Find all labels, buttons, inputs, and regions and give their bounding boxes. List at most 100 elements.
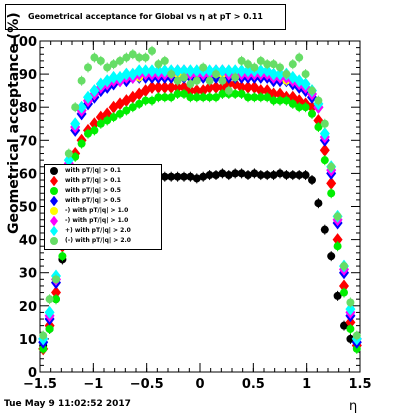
legend-entry: -) with pT/|q| > 1.0 bbox=[45, 206, 161, 216]
legend-marker bbox=[50, 176, 58, 186]
data-point bbox=[90, 126, 99, 135]
data-point bbox=[147, 80, 157, 94]
data-point bbox=[191, 84, 202, 98]
data-point bbox=[52, 295, 60, 304]
data-point bbox=[231, 169, 240, 178]
data-point bbox=[319, 143, 330, 157]
data-point bbox=[301, 70, 310, 79]
data-point bbox=[173, 172, 182, 181]
data-point bbox=[122, 106, 131, 115]
plot-title: Geometrical acceptance for Global vs η a… bbox=[5, 4, 286, 30]
data-point bbox=[205, 76, 214, 85]
data-point bbox=[308, 86, 316, 95]
data-point bbox=[199, 93, 208, 102]
data-point bbox=[314, 123, 323, 132]
data-point bbox=[269, 60, 278, 69]
data-point bbox=[122, 53, 131, 62]
data-point bbox=[218, 76, 227, 85]
data-point bbox=[76, 100, 87, 114]
data-point bbox=[327, 189, 336, 198]
legend-entry: with pT/|q| > 0.5 bbox=[45, 196, 161, 206]
data-point bbox=[180, 73, 188, 82]
data-point bbox=[63, 153, 74, 167]
data-point bbox=[77, 139, 86, 148]
data-point bbox=[51, 286, 61, 300]
legend-label: with pT/|q| > 0.5 bbox=[65, 187, 121, 194]
data-point bbox=[295, 171, 304, 180]
data-point bbox=[295, 53, 304, 62]
data-point bbox=[269, 96, 278, 105]
data-point bbox=[268, 67, 279, 81]
series-3 bbox=[39, 88, 361, 354]
data-point bbox=[218, 89, 227, 98]
data-point bbox=[276, 169, 284, 178]
legend-label: with pT/|q| > 0.1 bbox=[65, 167, 121, 174]
x-tick-label: −1.5 bbox=[23, 377, 57, 392]
data-point bbox=[212, 70, 220, 79]
data-point bbox=[263, 93, 272, 102]
data-point bbox=[282, 96, 291, 105]
data-point bbox=[236, 64, 247, 78]
data-point bbox=[320, 156, 329, 165]
data-point bbox=[255, 64, 266, 78]
data-point bbox=[135, 99, 144, 108]
series-8 bbox=[39, 45, 361, 341]
legend-marker bbox=[50, 207, 58, 215]
legend-entry: +) with pT/|q| > 2.0 bbox=[45, 226, 161, 236]
data-point bbox=[148, 46, 156, 55]
data-point bbox=[295, 103, 304, 112]
legend-entry: with pT/|q| > 0.5 bbox=[45, 186, 161, 196]
data-point bbox=[140, 64, 151, 78]
data-point bbox=[320, 225, 329, 234]
data-point bbox=[70, 117, 81, 131]
legend-marker-shape bbox=[50, 176, 58, 186]
data-point bbox=[166, 80, 177, 94]
data-point bbox=[205, 171, 214, 180]
data-point bbox=[180, 172, 188, 181]
data-point bbox=[89, 84, 100, 98]
data-point bbox=[128, 50, 137, 59]
legend-marker-shape bbox=[50, 196, 58, 206]
data-point bbox=[192, 76, 201, 85]
data-point bbox=[199, 63, 208, 72]
data-point bbox=[103, 116, 112, 125]
data-point bbox=[186, 80, 195, 89]
y-tick-label: 0 bbox=[28, 366, 37, 381]
data-point bbox=[244, 171, 252, 180]
legend-marker-shape bbox=[50, 226, 58, 236]
data-point bbox=[96, 56, 105, 65]
data-point bbox=[83, 90, 93, 104]
data-point bbox=[212, 171, 220, 180]
data-point bbox=[346, 298, 355, 307]
y-tick-label: 10 bbox=[19, 333, 37, 348]
legend-entry: with pT/|q| > 0.1 bbox=[45, 176, 161, 186]
data-point bbox=[204, 80, 215, 94]
data-point bbox=[154, 93, 163, 102]
data-point bbox=[339, 279, 349, 293]
data-point bbox=[224, 86, 233, 95]
data-point bbox=[333, 212, 342, 221]
x-tick-label: 0.5 bbox=[242, 377, 265, 392]
data-point bbox=[288, 171, 297, 180]
data-point bbox=[333, 242, 342, 251]
data-point bbox=[340, 321, 348, 330]
data-point bbox=[84, 129, 92, 138]
data-point bbox=[211, 80, 221, 94]
data-point bbox=[167, 172, 176, 181]
data-point bbox=[333, 291, 342, 300]
data-point bbox=[231, 73, 240, 82]
y-tick-label: 60 bbox=[19, 167, 37, 182]
legend-entry: (-) with pT/|q| > 2.0 bbox=[45, 236, 161, 246]
data-point bbox=[116, 56, 124, 65]
data-point bbox=[237, 89, 246, 98]
x-tick-label: −0.5 bbox=[130, 377, 164, 392]
data-point bbox=[320, 119, 329, 128]
data-point bbox=[282, 70, 291, 79]
data-point bbox=[141, 53, 150, 62]
x-tick-label: 1 bbox=[302, 377, 311, 392]
y-tick-label: 20 bbox=[19, 300, 37, 315]
y-tick-label: 80 bbox=[19, 101, 37, 116]
data-point bbox=[71, 152, 80, 161]
data-point bbox=[237, 169, 246, 178]
data-point bbox=[147, 64, 157, 78]
